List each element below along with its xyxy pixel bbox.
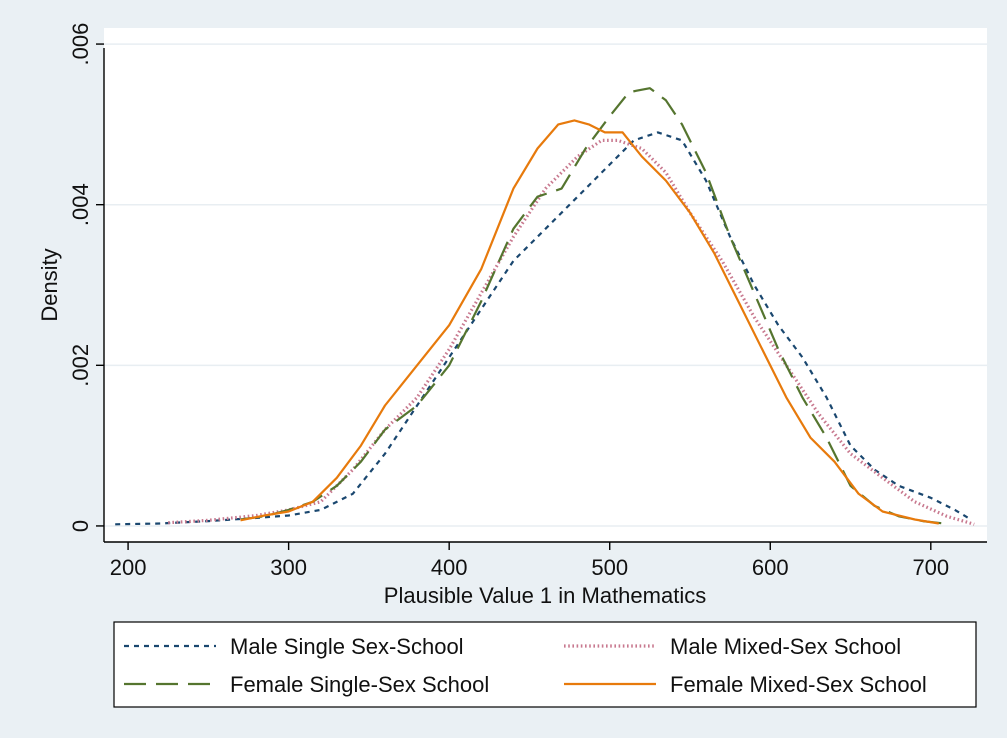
series-line-2 [240, 87, 944, 525]
series-line-3 [240, 119, 939, 525]
legend-label-0: Male Single Sex-School [230, 634, 464, 659]
x-tick-label-1: 300 [270, 555, 307, 580]
legend-label-1: Male Mixed-Sex School [670, 634, 901, 659]
plot-area [104, 28, 987, 542]
grid-layer [104, 43, 987, 527]
y-tick-label-2: .004 [68, 183, 93, 226]
legend-label-2: Female Single-Sex School [230, 672, 489, 697]
x-tick-label-3: 500 [591, 555, 628, 580]
x-tick-label-0: 200 [110, 555, 147, 580]
axes-layer: 200 300 400 500 600 700 0 .002 .004 .006 [68, 23, 987, 580]
y-tick-label-3: .006 [68, 23, 93, 66]
series-line-0 [115, 131, 972, 526]
series-line-1 [168, 138, 975, 526]
y-tick-label-0: 0 [68, 520, 93, 532]
x-tick-label-4: 600 [752, 555, 789, 580]
y-tick-label-1: .002 [68, 344, 93, 387]
x-axis-title: Plausible Value 1 in Mathematics [384, 583, 706, 608]
legend-box [113, 621, 977, 708]
series-layer [115, 87, 975, 526]
y-axis-title: Density [37, 248, 62, 321]
x-tick-label-2: 400 [431, 555, 468, 580]
legend: Male Single Sex-School Male Mixed-Sex Sch… [113, 621, 977, 708]
x-tick-label-5: 700 [912, 555, 949, 580]
legend-label-3: Female Mixed-Sex School [670, 672, 927, 697]
